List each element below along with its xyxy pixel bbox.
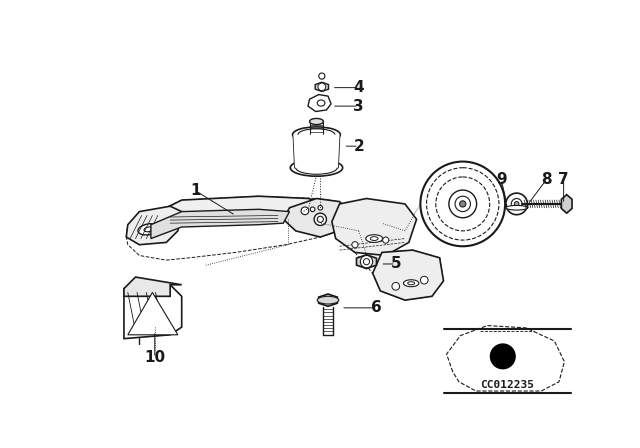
Ellipse shape — [144, 227, 153, 232]
Ellipse shape — [310, 118, 323, 125]
Circle shape — [352, 241, 358, 248]
Circle shape — [317, 216, 323, 222]
Circle shape — [364, 258, 369, 265]
Text: CC012235: CC012235 — [479, 380, 534, 390]
Ellipse shape — [408, 282, 415, 285]
Polygon shape — [315, 82, 328, 91]
Polygon shape — [124, 285, 182, 339]
Polygon shape — [126, 206, 182, 245]
Ellipse shape — [138, 224, 159, 235]
Polygon shape — [284, 198, 351, 237]
Circle shape — [506, 193, 527, 215]
Ellipse shape — [317, 296, 339, 304]
Text: 2: 2 — [353, 139, 364, 154]
Circle shape — [310, 207, 315, 211]
Text: 10: 10 — [144, 350, 165, 366]
Circle shape — [455, 196, 470, 211]
Polygon shape — [128, 293, 178, 335]
Text: 3: 3 — [353, 99, 364, 114]
Text: 5: 5 — [390, 256, 401, 271]
Polygon shape — [372, 250, 444, 300]
Circle shape — [449, 190, 477, 218]
Ellipse shape — [317, 100, 325, 106]
Polygon shape — [356, 255, 376, 269]
Polygon shape — [561, 195, 572, 213]
Polygon shape — [124, 277, 182, 296]
Polygon shape — [293, 134, 340, 168]
Text: 8: 8 — [541, 172, 552, 187]
Ellipse shape — [506, 206, 527, 210]
Text: 9: 9 — [496, 172, 507, 187]
Polygon shape — [151, 196, 328, 227]
Polygon shape — [319, 294, 337, 306]
Circle shape — [383, 237, 389, 243]
Text: 4: 4 — [353, 80, 364, 95]
Circle shape — [314, 213, 326, 225]
Polygon shape — [332, 198, 417, 255]
Circle shape — [360, 255, 372, 268]
Text: 7: 7 — [558, 172, 569, 187]
Circle shape — [318, 206, 323, 210]
Circle shape — [511, 198, 522, 209]
Circle shape — [318, 83, 326, 91]
Polygon shape — [151, 209, 289, 238]
Ellipse shape — [292, 127, 340, 142]
Circle shape — [420, 162, 505, 246]
Ellipse shape — [296, 161, 337, 174]
Circle shape — [515, 202, 519, 206]
Ellipse shape — [365, 235, 383, 242]
Ellipse shape — [403, 280, 419, 287]
Text: 1: 1 — [190, 183, 201, 198]
Circle shape — [460, 201, 466, 207]
Circle shape — [490, 344, 515, 369]
Ellipse shape — [298, 129, 335, 140]
Circle shape — [301, 207, 308, 215]
Text: 6: 6 — [371, 300, 382, 315]
Circle shape — [319, 73, 325, 79]
Circle shape — [420, 276, 428, 284]
Ellipse shape — [371, 237, 378, 241]
Circle shape — [392, 282, 399, 290]
Polygon shape — [308, 95, 331, 112]
Ellipse shape — [291, 159, 342, 176]
